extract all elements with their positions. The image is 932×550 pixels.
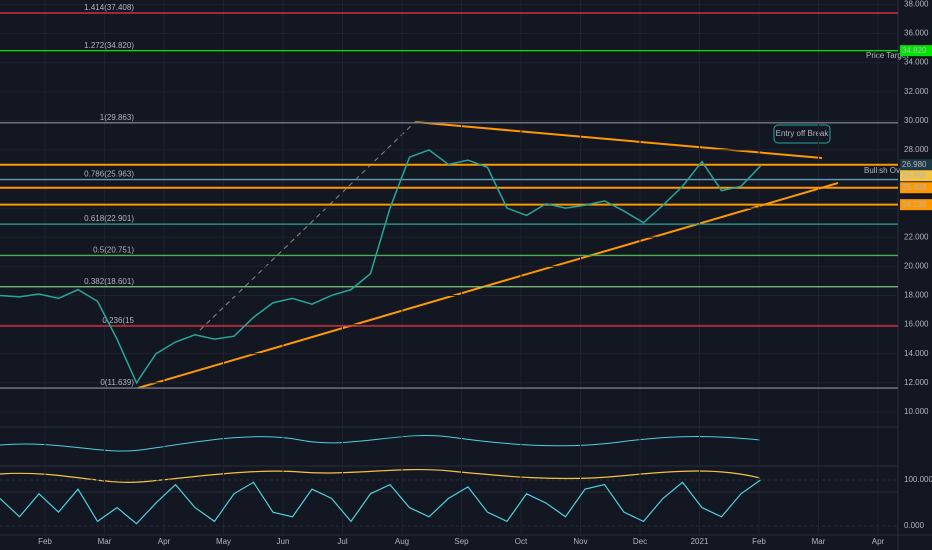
price-label: 26.980: [902, 160, 927, 169]
x-tick-label: Mar: [812, 537, 826, 546]
x-tick-label: Apr: [872, 537, 885, 546]
y-tick-label: 100.000: [904, 475, 932, 484]
x-tick-label: Oct: [515, 537, 528, 546]
fib-label: 0.618(22.901): [84, 214, 134, 223]
oscillator-line: [0, 479, 761, 525]
indicator-line: [0, 468, 761, 483]
price-label-box: [900, 159, 932, 171]
y-tick-label: 12.000: [904, 378, 929, 387]
y-tick-label: 0.000: [904, 521, 925, 530]
annotation: Entry off Break: [776, 129, 830, 138]
price-label: 34.820: [902, 46, 927, 55]
y-tick-label: 16.000: [904, 320, 929, 329]
y-tick-label: 22.000: [904, 232, 929, 241]
x-tick-label: Mar: [98, 537, 112, 546]
fib-label: 1.414(37.408): [84, 3, 134, 12]
annotation: Bullish Over: [864, 166, 907, 175]
price-label: 26.955: [902, 171, 927, 180]
y-tick-label: 28.000: [904, 145, 929, 154]
fib-label: 0.382(18.601): [84, 277, 134, 286]
fib-label: 0(11.639): [100, 378, 134, 387]
fib-label: 0.786(25.963): [84, 170, 134, 179]
x-tick-label: Feb: [752, 537, 766, 546]
price-line: [0, 149, 762, 385]
trend-line-upper: [414, 121, 823, 159]
x-tick-label: Dec: [633, 537, 647, 546]
price-label: 24.239: [902, 200, 927, 209]
fib-label: 1(29.863): [100, 113, 135, 122]
x-tick-label: Sep: [454, 537, 469, 546]
fib-label: 0.5(20.751): [93, 246, 134, 255]
x-tick-label: Aug: [395, 537, 409, 546]
fib-label: 0.236(15: [102, 316, 134, 325]
y-tick-label: 14.000: [904, 349, 929, 358]
price-label-box: [900, 170, 932, 182]
y-tick-label: 32.000: [904, 87, 929, 96]
x-tick-label: Jun: [277, 537, 290, 546]
price-label-box: [900, 45, 932, 57]
x-tick-label: Jul: [337, 537, 347, 546]
x-tick-label: 2021: [691, 537, 709, 546]
y-tick-label: 10.000: [904, 407, 929, 416]
x-tick-label: Nov: [573, 537, 587, 546]
indicator-line: [0, 434, 761, 452]
price-label: 25.403: [902, 183, 927, 192]
y-tick-label: 30.000: [904, 116, 929, 125]
y-tick-label: 34.000: [904, 58, 929, 67]
price-label-box: [900, 199, 932, 211]
annotation: Price Target: [866, 51, 909, 60]
fib-label: 1.272(34.820): [84, 41, 134, 50]
price-label-box: [900, 182, 932, 194]
y-tick-label: 18.000: [904, 291, 929, 300]
x-tick-label: Feb: [38, 537, 52, 546]
x-tick-label: May: [216, 537, 231, 546]
y-tick-label: 38.000: [904, 0, 929, 8]
y-tick-label: 20.000: [904, 261, 929, 270]
annotation-box: [773, 124, 831, 144]
x-tick-label: Apr: [158, 537, 171, 546]
y-tick-label: 36.000: [904, 29, 929, 38]
